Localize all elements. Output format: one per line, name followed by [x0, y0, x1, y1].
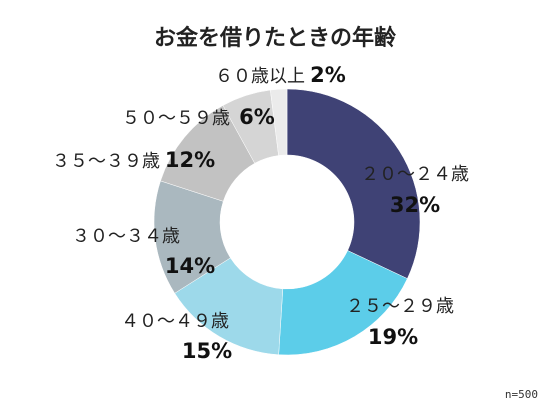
slice-category-label: ４０～４９歳 — [121, 311, 229, 332]
slice-value-label: 6% — [239, 105, 275, 129]
slice-category-label: ２０～２４歳 — [361, 164, 469, 185]
slice-category-label: ３０～３４歳 — [72, 226, 180, 247]
slice-category-label: ５０～５９歳 — [122, 108, 230, 129]
chart-title: お金を借りたときの年齢 — [154, 25, 397, 51]
donut-slices — [153, 88, 421, 356]
slice-7 — [270, 88, 288, 156]
slice-value-label: 12% — [165, 148, 215, 172]
slice-1 — [286, 88, 421, 279]
slice-value-label: 32% — [390, 193, 440, 217]
slice-category-label: ２５～２９歳 — [346, 296, 454, 317]
slice-value-label: 2% — [310, 63, 346, 87]
slice-category-label: ６０歳以上 — [215, 66, 305, 87]
slice-value-label: 19% — [368, 325, 418, 349]
sample-size-note: n=500 — [505, 388, 538, 401]
slice-category-label: ３５～３９歳 — [52, 151, 160, 172]
slice-labels: ２０～２４歳 32% ２５～２９歳 19% ４０～４９歳 15% ３０～３４歳 14% ３５～３… — [52, 63, 469, 363]
slice-value-label: 15% — [182, 339, 232, 363]
slice-value-label: 14% — [165, 254, 215, 278]
slice-2 — [278, 250, 408, 356]
